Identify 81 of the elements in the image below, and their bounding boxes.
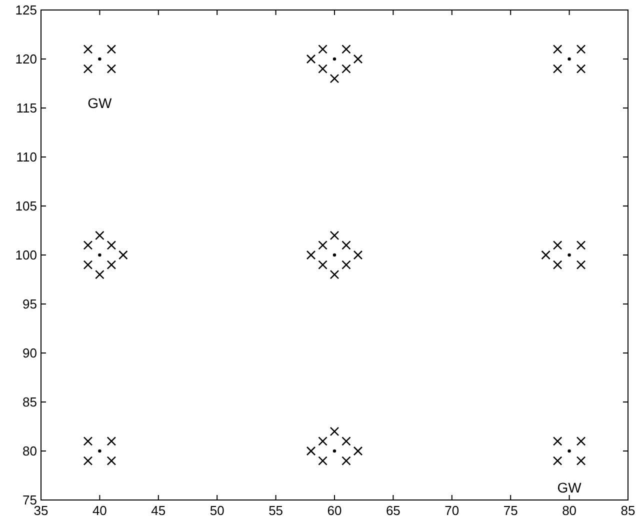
x-tick-label: 70 <box>444 503 460 518</box>
point <box>98 57 102 61</box>
x-tick-label: 85 <box>620 503 636 518</box>
point <box>342 436 351 446</box>
point <box>576 436 586 446</box>
point <box>330 230 340 240</box>
point <box>83 260 93 270</box>
point <box>83 64 93 74</box>
point <box>568 449 571 453</box>
point <box>576 44 586 54</box>
point <box>83 436 93 446</box>
point <box>306 250 316 260</box>
point <box>106 260 116 270</box>
point <box>318 44 328 54</box>
point <box>552 64 562 74</box>
y-tick-label: 120 <box>15 52 37 66</box>
y-tick-label: 125 <box>15 2 37 18</box>
point <box>342 260 351 270</box>
x-tick-label: 65 <box>386 503 400 518</box>
point <box>552 44 562 54</box>
point <box>330 426 340 436</box>
point <box>106 240 116 250</box>
point <box>342 456 351 466</box>
point <box>98 253 102 257</box>
point <box>318 456 328 466</box>
point <box>106 456 116 466</box>
point <box>332 253 336 257</box>
point <box>342 44 351 54</box>
point <box>318 240 328 250</box>
y-tick-label: 100 <box>15 248 37 262</box>
point <box>353 250 363 260</box>
point <box>353 446 363 456</box>
point <box>318 64 328 74</box>
point <box>83 456 93 466</box>
x-tick-label: 60 <box>327 503 342 518</box>
point <box>332 57 336 61</box>
x-tick-label: 45 <box>151 503 166 518</box>
point <box>106 44 116 54</box>
point <box>342 64 351 74</box>
point <box>552 240 562 250</box>
point <box>83 44 93 54</box>
point <box>552 436 562 446</box>
point <box>98 449 102 453</box>
point <box>353 54 363 64</box>
point <box>332 449 336 453</box>
point <box>576 456 586 466</box>
point <box>118 250 128 260</box>
point <box>576 240 586 250</box>
x-tick-label: 55 <box>268 503 284 518</box>
point <box>576 64 586 74</box>
point <box>306 54 316 64</box>
y-tick-label: 95 <box>22 296 37 312</box>
point <box>568 57 571 61</box>
point <box>318 436 328 446</box>
point <box>576 260 586 270</box>
annotation: GW <box>557 480 582 496</box>
point <box>552 260 562 270</box>
point <box>552 456 562 466</box>
point <box>541 250 550 260</box>
point <box>95 230 104 240</box>
annotation: GW <box>88 95 113 111</box>
point <box>83 240 93 250</box>
x-tick-label: 80 <box>562 503 577 518</box>
y-tick-label: 105 <box>15 198 37 214</box>
point <box>318 260 328 270</box>
y-tick-label: 85 <box>22 394 37 410</box>
x-tick-label: 75 <box>503 503 518 518</box>
y-tick-label: 110 <box>16 150 37 164</box>
point <box>106 64 116 74</box>
x-tick-label: 50 <box>210 503 224 518</box>
point <box>342 240 351 250</box>
point <box>95 270 104 280</box>
point <box>330 74 340 84</box>
y-tick-label: 80 <box>22 444 37 458</box>
point <box>330 270 340 280</box>
point <box>306 446 316 456</box>
point <box>568 253 571 257</box>
y-tick-label: 90 <box>22 346 37 360</box>
y-tick-label: 115 <box>16 100 37 116</box>
x-tick-label: 40 <box>92 503 107 518</box>
point <box>106 436 116 446</box>
